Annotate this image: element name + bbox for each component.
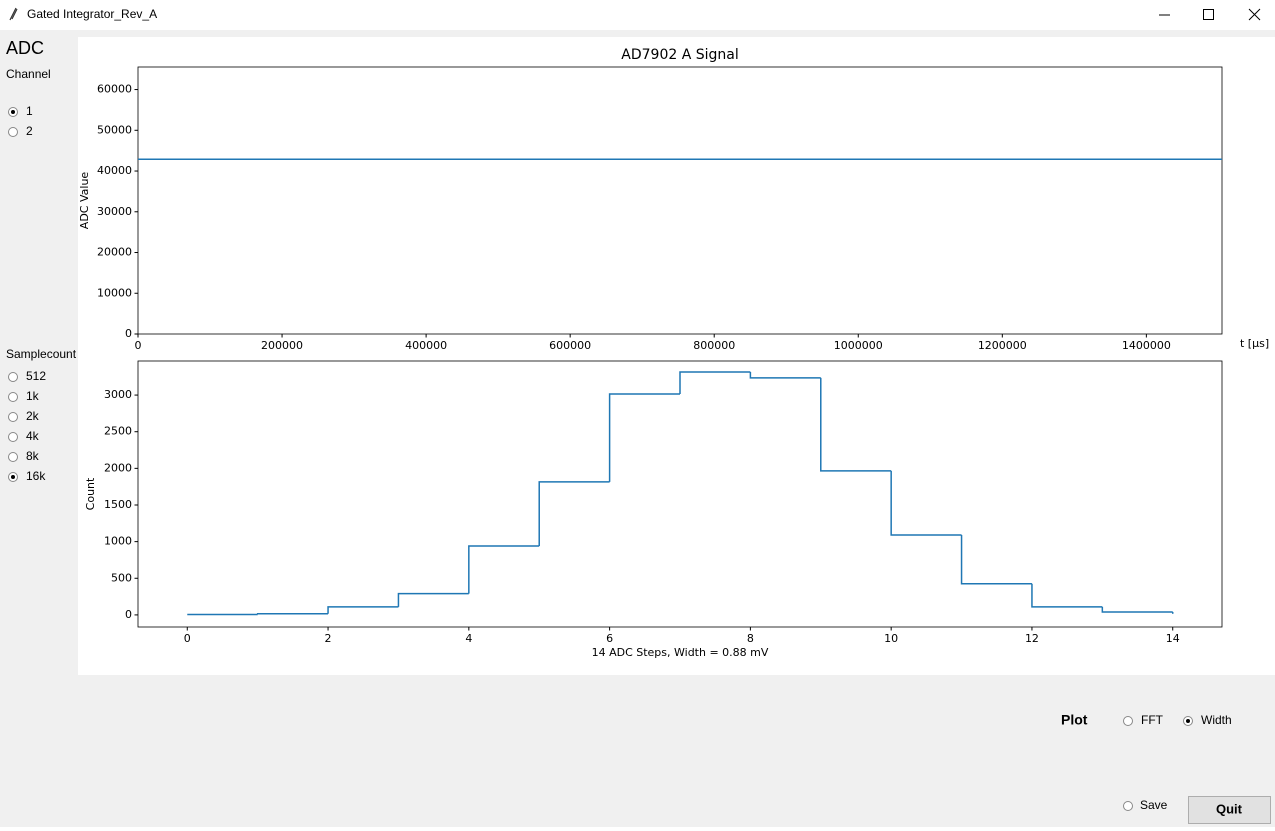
plot-radio[interactable]	[1123, 716, 1133, 726]
y-tick-label: 50000	[97, 123, 132, 136]
x-axis-label: t [μs]	[1240, 337, 1269, 350]
app-icon	[9, 7, 18, 21]
window-title: Gated Integrator_Rev_A	[27, 7, 157, 21]
step-segment	[397, 592, 469, 607]
quit-button[interactable]	[1188, 796, 1271, 824]
x-tick-label: 8	[747, 632, 754, 645]
x-tick-label: 200000	[261, 339, 303, 352]
step-segment	[749, 371, 821, 379]
y-tick-label: 3000	[104, 388, 132, 401]
step-segment	[1101, 606, 1173, 613]
channel-radio-dot[interactable]	[11, 110, 15, 114]
plot-radio-label[interactable]: FFT	[1141, 713, 1164, 727]
y-tick-label: 0	[125, 327, 132, 340]
x-tick-label: 14	[1166, 632, 1180, 645]
title-bar	[0, 0, 1275, 30]
step-segment	[256, 613, 329, 615]
x-tick-label: 400000	[405, 339, 447, 352]
y-tick-label: 1500	[104, 498, 132, 511]
channel-radio-label[interactable]: 1	[26, 104, 33, 118]
adc-heading: ADC	[6, 38, 44, 58]
channel-radio[interactable]	[8, 127, 18, 137]
samplecount-label: Samplecount	[6, 347, 77, 361]
maximize-button[interactable]	[1203, 9, 1214, 20]
step-segment	[960, 535, 1032, 585]
x-tick-label: 1000000	[834, 339, 883, 352]
save-radio-label[interactable]: Save	[1140, 798, 1168, 812]
step-segment	[679, 371, 751, 394]
y-tick-label: 2000	[104, 461, 132, 474]
plot-radio-label[interactable]: Width	[1201, 713, 1232, 727]
x-tick-label: 10	[884, 632, 898, 645]
step-segment	[538, 481, 610, 547]
chart-title: AD7902 A Signal	[621, 47, 738, 63]
samplecount-radio[interactable]	[8, 392, 18, 402]
channel-label: Channel	[6, 67, 51, 81]
y-tick-label: 30000	[97, 205, 132, 218]
axes-frame	[137, 66, 1223, 335]
y-tick-label: 500	[111, 571, 132, 584]
step-segment	[890, 470, 962, 536]
step-segment	[327, 606, 399, 614]
close-button[interactable]	[1248, 8, 1261, 21]
samplecount-radio-label[interactable]: 8k	[26, 449, 40, 463]
x-axis-label: 14 ADC Steps, Width = 0.88 mV	[592, 646, 769, 659]
x-tick-label: 4	[465, 632, 472, 645]
step-segment	[468, 545, 540, 594]
samplecount-radio[interactable]	[8, 412, 18, 422]
x-tick-label: 6	[606, 632, 613, 645]
samplecount-radio-label[interactable]: 512	[26, 369, 46, 383]
samplecount-radio-label[interactable]: 4k	[26, 429, 40, 443]
channel-radio-label[interactable]: 2	[26, 124, 33, 138]
samplecount-radio-label[interactable]: 1k	[26, 389, 40, 403]
x-tick-label: 0	[184, 632, 191, 645]
samplecount-radio-label[interactable]: 16k	[26, 469, 46, 483]
y-tick-label: 20000	[97, 246, 132, 259]
samplecount-radio[interactable]	[8, 432, 18, 442]
x-tick-label: 1200000	[978, 339, 1027, 352]
x-tick-label: 0	[135, 339, 142, 352]
step-segment	[608, 393, 680, 482]
x-tick-label: 800000	[693, 339, 735, 352]
x-tick-label: 12	[1025, 632, 1039, 645]
samplecount-radio-dot[interactable]	[11, 475, 15, 479]
step-segment	[1031, 583, 1103, 608]
samplecount-radio[interactable]	[8, 452, 18, 462]
plot-label: Plot	[1061, 712, 1088, 728]
samplecount-radio[interactable]	[8, 372, 18, 382]
plot-radio-dot[interactable]	[1186, 719, 1190, 723]
x-tick-label: 600000	[549, 339, 591, 352]
y-tick-label: 40000	[97, 164, 132, 177]
quit-label[interactable]: Quit	[1216, 801, 1243, 816]
step-segment	[820, 377, 892, 472]
y-tick-label: 1000	[104, 535, 132, 548]
axes-frame	[137, 360, 1223, 628]
y-tick-label: 10000	[97, 286, 132, 299]
y-tick-label: 2500	[104, 425, 132, 438]
save-radio[interactable]	[1123, 801, 1133, 811]
y-tick-label: 0	[125, 608, 132, 621]
x-tick-label: 1400000	[1122, 339, 1171, 352]
x-tick-label: 2	[325, 632, 332, 645]
y-tick-label: 60000	[97, 83, 132, 96]
samplecount-radio-label[interactable]: 2k	[26, 409, 40, 423]
y-axis-label: ADC Value	[78, 172, 91, 230]
y-axis-label: Count	[84, 477, 97, 510]
plot-canvas	[78, 37, 1275, 675]
